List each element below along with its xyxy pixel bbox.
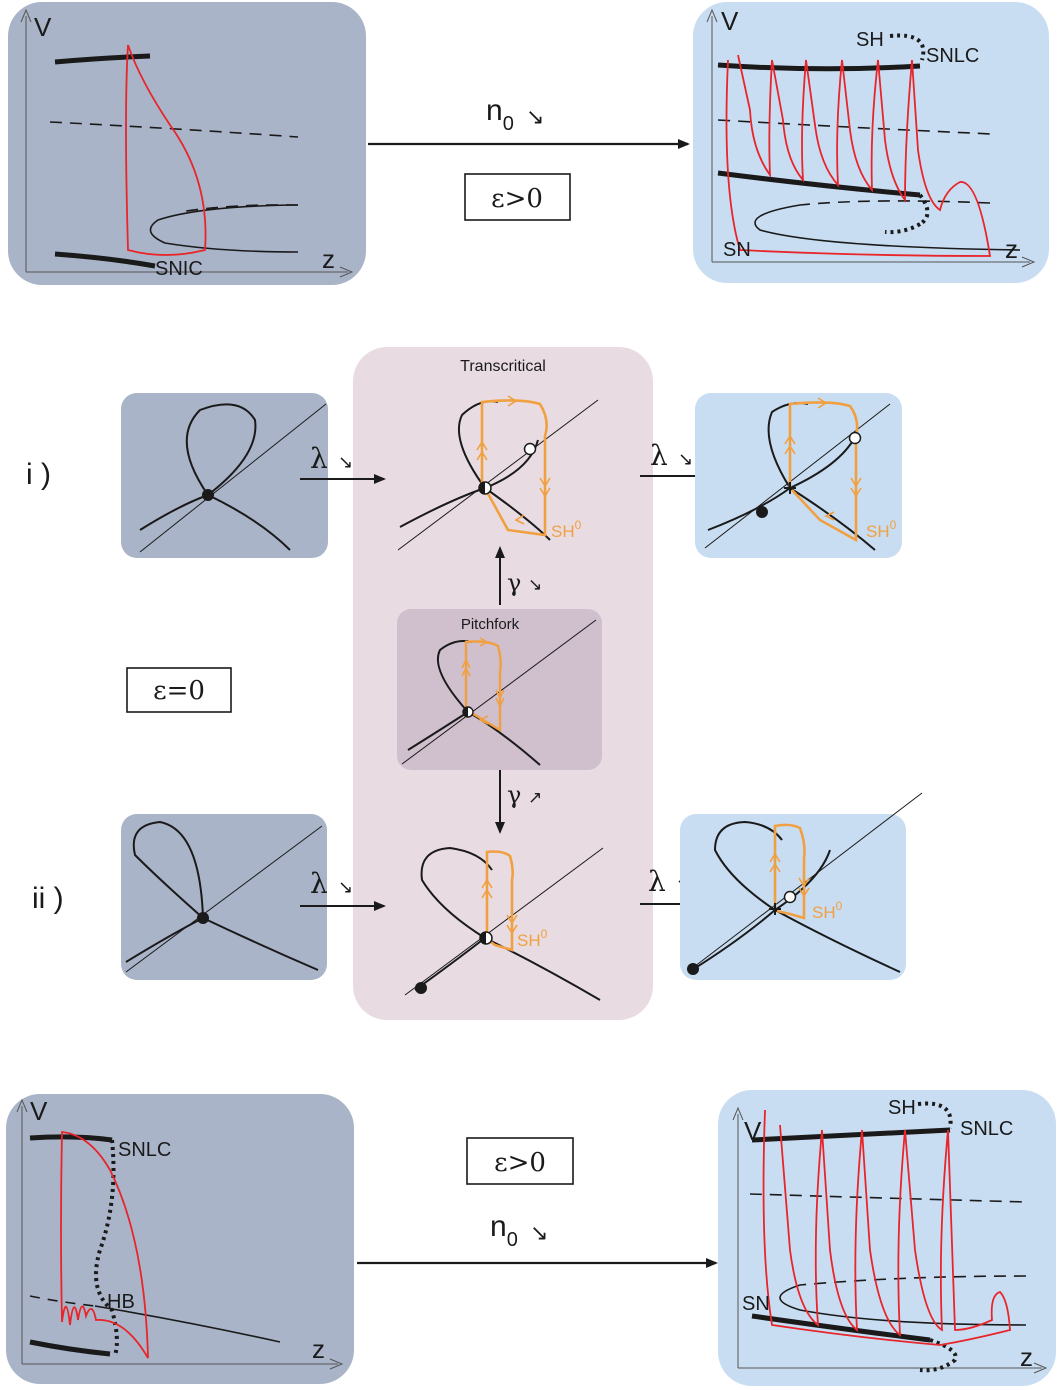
condition-box [466, 1137, 574, 1185]
epsilon-zero-box [126, 667, 232, 713]
top-left-panel: V z SNIC [8, 2, 366, 285]
transcritical-title: Transcritical [460, 358, 546, 375]
snlc-label: SNLC [960, 1118, 1013, 1140]
row-i-transcritical: SH0 [397, 395, 599, 551]
sh-label: SH [856, 29, 884, 51]
svg-text:λ: λ [310, 867, 328, 900]
axis-z-label: z [322, 244, 335, 274]
axis-v-label: V [30, 1096, 48, 1126]
sh0-label: SH0 [517, 927, 548, 950]
pitchfork-panel: Pitchfork [397, 609, 602, 770]
svg-text:↗: ↗ [528, 788, 542, 807]
decrease-arrow-icon: ↘ [530, 1220, 548, 1245]
top-right-panel: V z SH SNLC SN [693, 2, 1049, 283]
axis-z-label: z [312, 1334, 325, 1364]
svg-text:γ: γ [507, 569, 521, 597]
row-ii-right-panel: SH0 [680, 792, 923, 980]
n0-param: n0 [486, 94, 514, 135]
row-i-lambda-arrow-right: λ ↘ [640, 439, 726, 481]
svg-text:↘: ↘ [338, 877, 353, 897]
condition-text: ε>0 [491, 184, 543, 214]
sh-label: SH [888, 1097, 916, 1119]
row-i-right-panel: SH0 [695, 393, 902, 558]
hb-label: HB [107, 1291, 135, 1313]
svg-text:λ: λ [310, 442, 328, 475]
sh0-label: SH0 [812, 899, 843, 922]
axis-v-label: V [721, 6, 739, 36]
axis-z-label: z [1005, 234, 1018, 264]
svg-text:↘: ↘ [338, 452, 353, 472]
gamma-up-arrow: γ ↘ [495, 546, 542, 605]
decrease-arrow-icon: ↘ [526, 104, 544, 129]
bottom-right-panel: V z SH SNLC SN [718, 1090, 1056, 1386]
row-i-left-panel [121, 393, 328, 558]
svg-text:λ: λ [650, 439, 668, 472]
sn-label: SN [723, 239, 751, 261]
row-i-label: i ) [26, 458, 51, 491]
bottom-left-panel: V z SNLC HB [6, 1094, 354, 1384]
sh0-label: SH0 [866, 518, 897, 541]
row-i-lambda-arrow-left: λ ↘ [300, 442, 386, 484]
sh0-label: SH0 [551, 518, 582, 541]
snlc-label: SNLC [118, 1139, 171, 1161]
condition-text: ε>0 [494, 1148, 546, 1178]
axis-v-label: V [34, 12, 52, 42]
svg-text:λ: λ [648, 865, 666, 898]
top-arrow: n0 ↘ ε>0 [368, 94, 690, 221]
axis-z-label: z [1020, 1342, 1033, 1372]
row-ii-lambda-arrow-left: λ ↘ [300, 867, 386, 911]
pitchfork-title: Pitchfork [461, 616, 520, 633]
bottom-arrow: ε>0 n0 ↘ [357, 1137, 718, 1268]
condition-box [464, 173, 571, 221]
snlc-label: SNLC [926, 45, 979, 67]
n0-param: n0 [490, 1210, 518, 1251]
epsilon-zero-text: ε=0 [153, 676, 205, 706]
svg-text:↘: ↘ [678, 449, 693, 469]
sn-label: SN [742, 1293, 770, 1315]
snic-label: SNIC [155, 258, 203, 280]
row-ii-left-panel [121, 814, 327, 980]
svg-text:γ: γ [507, 781, 521, 809]
svg-text:↘: ↘ [528, 575, 542, 594]
row-ii-transcritical: SH0 [404, 846, 604, 1001]
row-ii-label: ii ) [32, 882, 64, 915]
gamma-down-arrow: γ ↗ [495, 770, 542, 834]
